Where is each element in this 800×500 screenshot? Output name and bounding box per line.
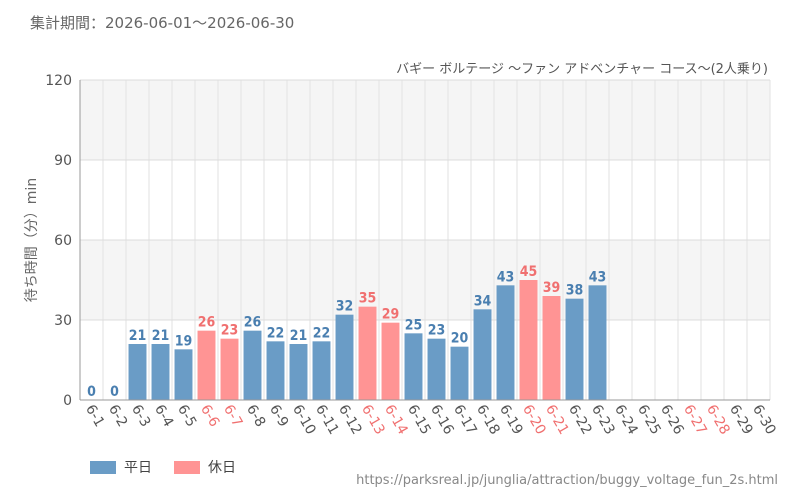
bar-6-4 [151, 344, 170, 400]
x-tick-label-6-15: 6-15 [404, 402, 434, 438]
x-tick-label-6-7: 6-7 [220, 402, 245, 430]
value-label-6-23: 43 [589, 269, 607, 285]
x-tick-label-6-25: 6-25 [634, 402, 664, 438]
x-tick-label-6-11: 6-11 [312, 402, 342, 438]
bar-6-8 [243, 330, 262, 400]
x-tick-label-6-9: 6-9 [266, 402, 291, 430]
value-label-6-16: 23 [428, 323, 446, 339]
x-tick-label-6-14: 6-14 [381, 402, 411, 438]
x-tick-label-6-23: 6-23 [588, 402, 618, 438]
legend: 平日 休日 [90, 457, 236, 477]
x-tick-label-6-17: 6-17 [450, 402, 480, 438]
value-label-6-19: 43 [497, 269, 515, 285]
x-tick-label-6-13: 6-13 [358, 402, 388, 438]
bar-6-11 [312, 341, 331, 400]
x-tick-label-6-16: 6-16 [427, 402, 457, 438]
x-tick-label-6-12: 6-12 [335, 402, 365, 438]
x-tick-label-6-18: 6-18 [473, 402, 503, 438]
bars [128, 280, 607, 400]
value-label-6-21: 39 [543, 280, 561, 296]
bar-6-7 [220, 338, 239, 400]
y-tick-label: 90 [54, 153, 72, 169]
value-label-6-13: 35 [359, 291, 377, 307]
source-url-link[interactable]: https://parksreal.jp/junglia/attraction/… [356, 473, 778, 488]
x-axis: 6-16-26-36-46-56-66-76-86-96-106-116-126… [80, 399, 779, 438]
value-label-6-10: 21 [290, 328, 308, 344]
y-tick-label: 120 [45, 73, 72, 89]
legend-item-weekday: 平日 [90, 457, 152, 477]
value-label-6-8: 26 [244, 315, 262, 331]
y-axis-label: 待ち時間（分）min [24, 178, 40, 302]
legend-label-weekday: 平日 [124, 460, 152, 476]
bar-6-12 [335, 314, 354, 400]
value-label-6-12: 32 [336, 299, 354, 315]
bar-6-22 [565, 298, 584, 400]
value-label-6-11: 22 [313, 325, 331, 341]
bar-6-20 [519, 280, 538, 400]
value-label-6-14: 29 [382, 307, 400, 323]
y-tick-label: 30 [54, 313, 72, 329]
value-label-6-1: 0 [87, 384, 96, 400]
value-label-6-7: 23 [221, 323, 239, 339]
attraction-name: バギー ボルテージ ～ファン アドベンチャー コース～(2人乗り) [396, 62, 768, 77]
legend-label-holiday: 休日 [208, 460, 236, 476]
x-tick-label-6-29: 6-29 [726, 402, 756, 438]
x-tick-label-6-2: 6-2 [105, 402, 130, 430]
value-label-6-6: 26 [198, 315, 216, 331]
x-tick-label-6-6: 6-6 [197, 402, 222, 430]
x-tick-label-6-21: 6-21 [542, 402, 572, 438]
value-label-6-17: 20 [451, 331, 469, 347]
x-tick-label-6-4: 6-4 [151, 402, 176, 430]
value-label-6-18: 34 [474, 293, 492, 309]
value-label-6-20: 45 [520, 264, 538, 280]
bar-6-3 [128, 344, 147, 400]
x-tick-label-6-10: 6-10 [289, 402, 319, 438]
bar-6-13 [358, 306, 377, 400]
bar-6-10 [289, 344, 308, 400]
value-label-6-15: 25 [405, 317, 423, 333]
x-tick-label-6-26: 6-26 [657, 402, 687, 438]
bar-6-17 [450, 346, 469, 400]
x-tick-label-6-1: 6-1 [82, 402, 107, 430]
value-label-6-9: 22 [267, 325, 285, 341]
value-label-6-5: 19 [175, 333, 193, 349]
x-tick-label-6-19: 6-19 [496, 402, 526, 438]
bar-6-16 [427, 338, 446, 400]
bar-6-18 [473, 309, 492, 400]
x-tick-label-6-28: 6-28 [703, 402, 733, 438]
value-label-6-3: 21 [129, 328, 147, 344]
bar-6-6 [197, 330, 216, 400]
value-label-6-22: 38 [566, 283, 584, 299]
x-tick-label-6-27: 6-27 [680, 402, 710, 438]
y-tick-label: 0 [63, 393, 72, 409]
x-tick-label-6-3: 6-3 [128, 402, 153, 430]
period-label: 集計期間：2026-06-01～2026-06-30 [30, 14, 295, 32]
y-axis: 0 30 60 90 120 [45, 73, 81, 409]
bar-6-5 [174, 349, 193, 400]
weekday-swatch [90, 460, 116, 474]
bar-6-15 [404, 333, 423, 400]
x-tick-label-6-20: 6-20 [519, 402, 549, 438]
x-tick-label-6-30: 6-30 [749, 402, 779, 438]
bar-6-9 [266, 341, 285, 400]
bar-6-19 [496, 285, 515, 400]
bar-6-23 [588, 285, 607, 400]
holiday-swatch [174, 460, 200, 474]
value-label-6-4: 21 [152, 328, 170, 344]
x-tick-label-6-24: 6-24 [611, 402, 641, 438]
value-labels: 0 0 21 21 19 26 23 26 22 21 22 32 35 29 25 23 20 34 43 45 39… [87, 264, 606, 400]
x-tick-label-6-22: 6-22 [565, 402, 595, 438]
bar-6-21 [542, 296, 561, 400]
bar-6-14 [381, 322, 400, 400]
x-tick-label-6-8: 6-8 [243, 402, 268, 430]
x-tick-label-6-5: 6-5 [174, 402, 199, 430]
y-tick-label: 60 [54, 233, 72, 249]
legend-item-holiday: 休日 [174, 457, 236, 477]
value-label-6-2: 0 [110, 384, 119, 400]
